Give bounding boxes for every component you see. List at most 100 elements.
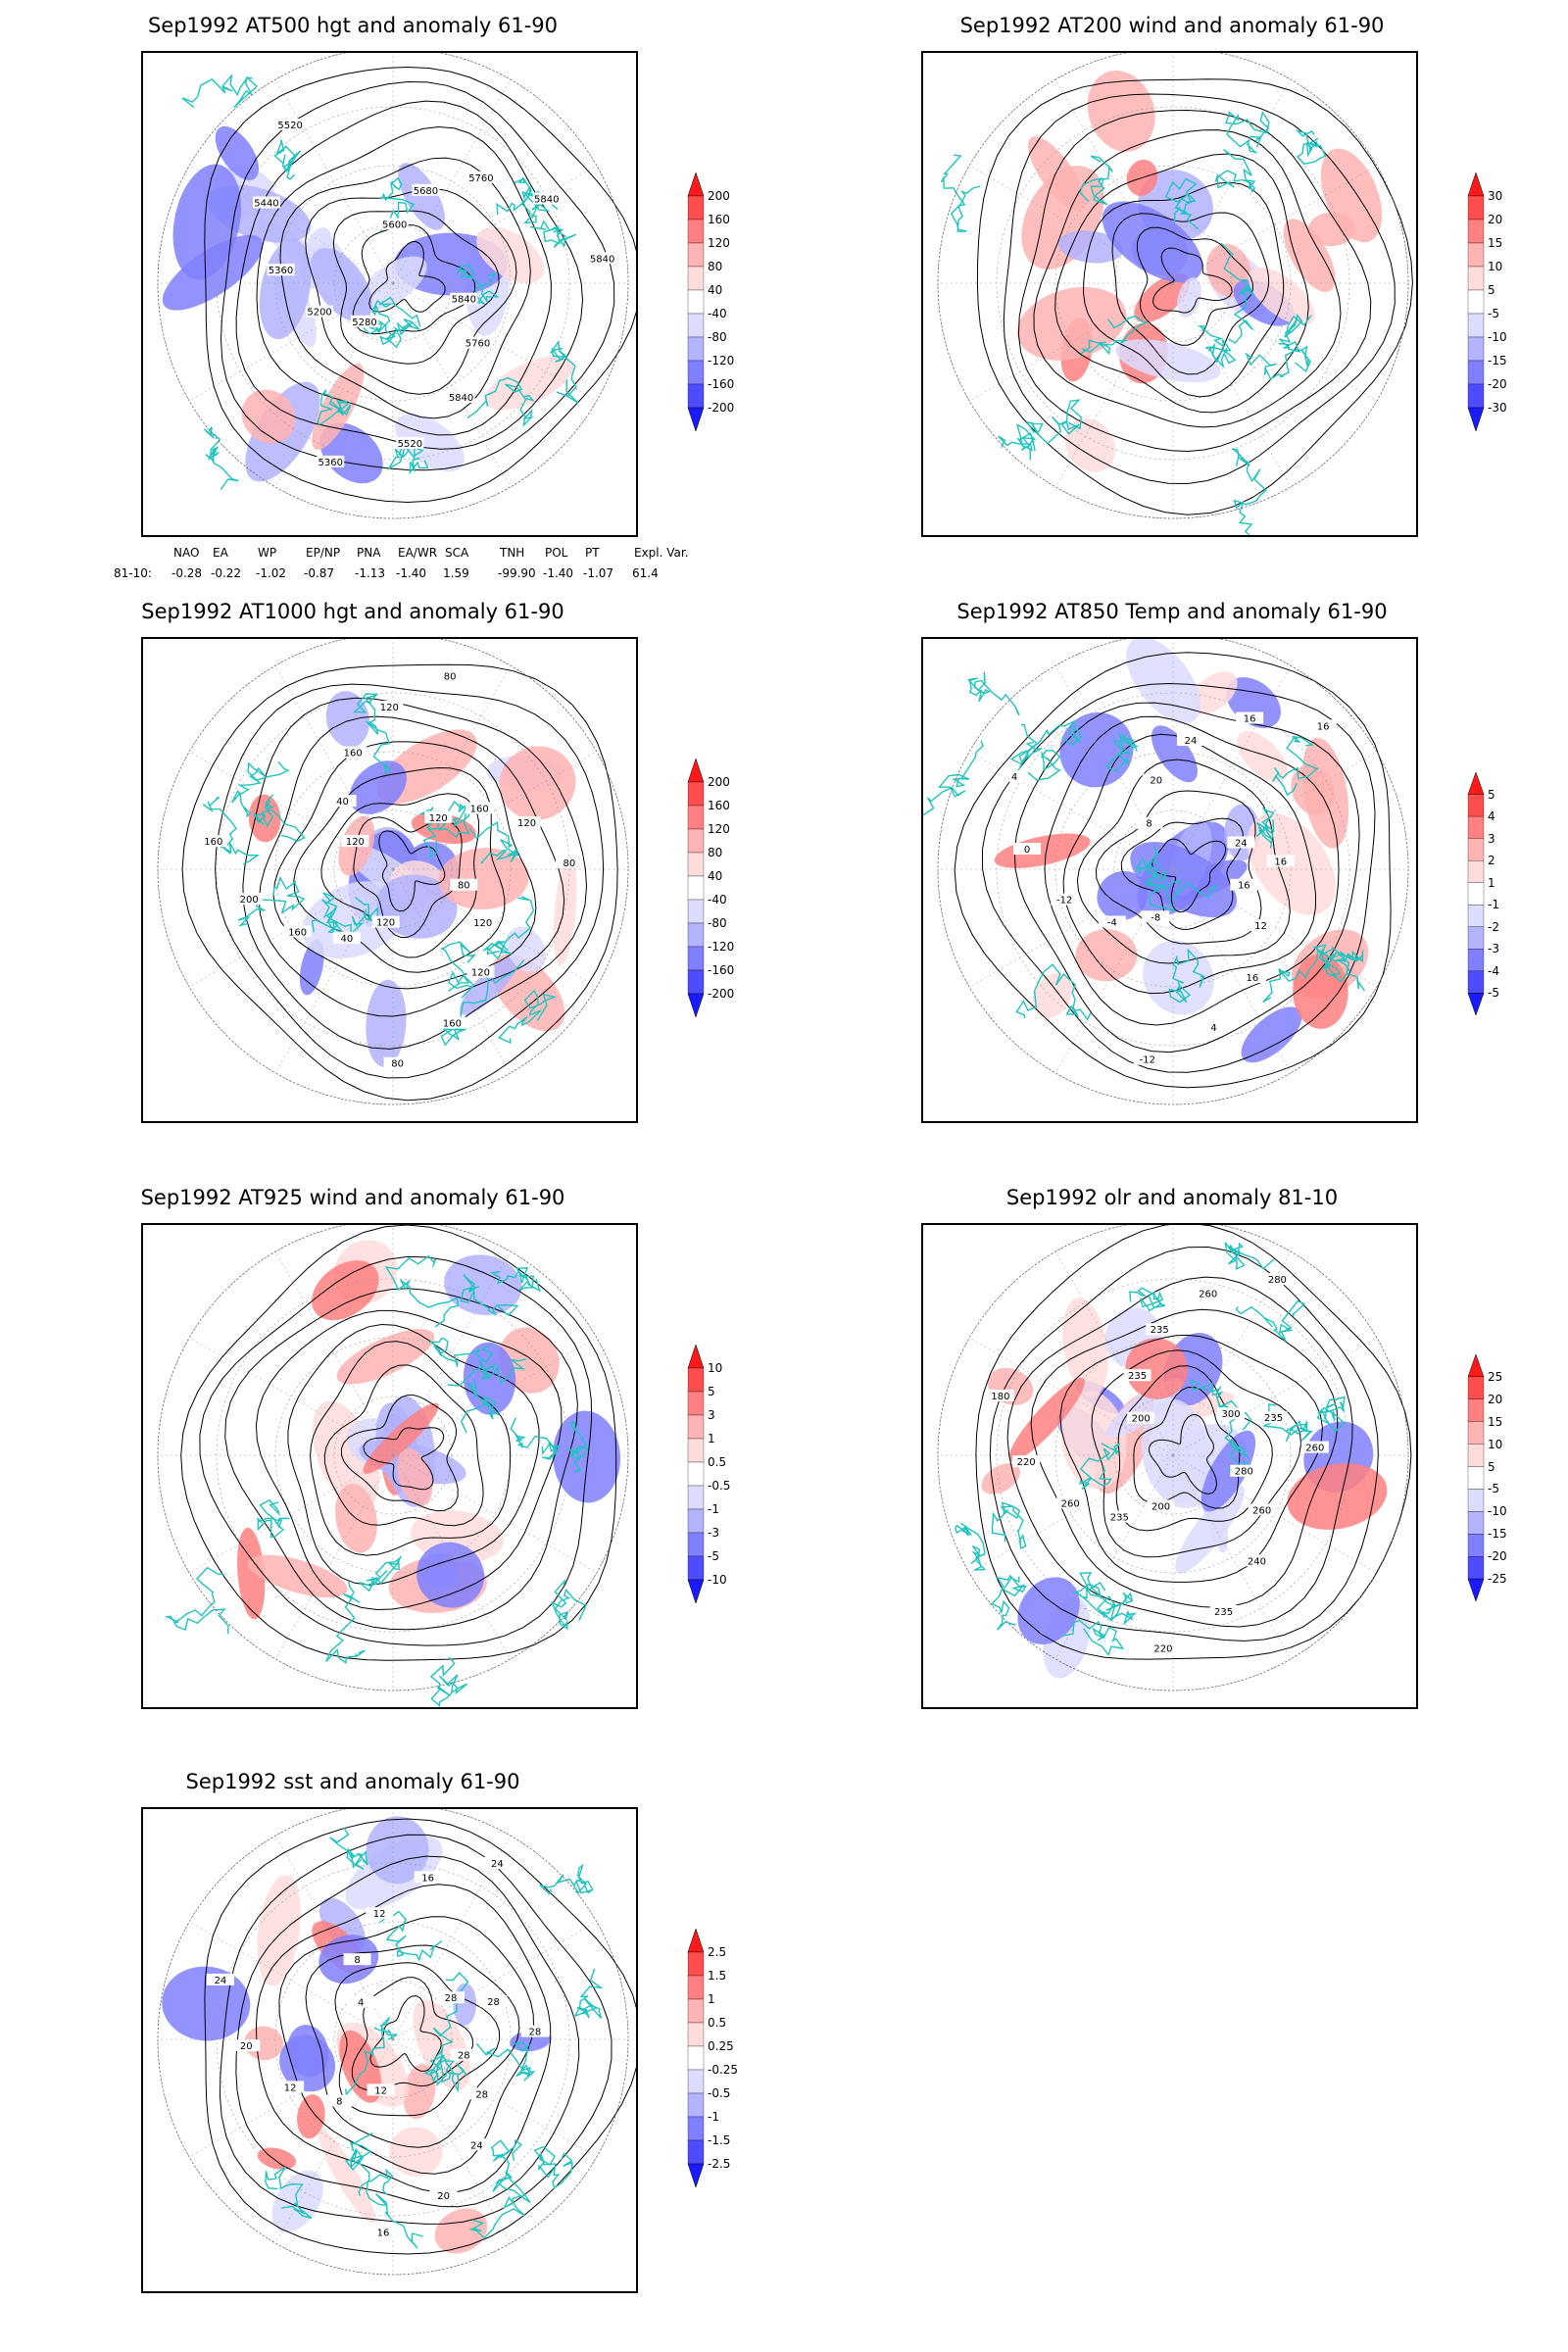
colorbar-swatch: [687, 805, 705, 830]
colorbar: 5 4 3 2 1 -1 -2 -3 -4 -5: [1466, 772, 1501, 1016]
anomaly-shading: [215, 125, 260, 180]
contour-label: 16: [1274, 857, 1287, 867]
contour-label: 28: [445, 1993, 458, 2004]
contour-label: 160: [204, 837, 222, 848]
colorbar-swatch: [687, 1555, 705, 1581]
contour-label: 120: [471, 968, 490, 979]
contour-label: 5200: [307, 308, 331, 318]
colorbar-label: 0.5: [708, 2016, 727, 2030]
contour-label-bg: [467, 2087, 496, 2100]
coastline: [1025, 399, 1082, 445]
coastline: [353, 692, 391, 775]
colorbar-swatch: [1467, 289, 1485, 315]
contour-line: [278, 1916, 535, 2175]
coastline: [573, 1968, 604, 2019]
coastline: [344, 2132, 373, 2196]
contour-label-bg: [1105, 1510, 1134, 1523]
colorbar-label: 10: [708, 1361, 723, 1375]
contour-label-bg: [450, 292, 478, 305]
anomaly-shading: [237, 1527, 266, 1620]
colorbar-swatch: [1467, 1556, 1485, 1580]
contour-label-bg: [1123, 1369, 1152, 1382]
contour-label-bg: [1230, 1464, 1258, 1477]
tele-value: -0.22: [211, 566, 242, 580]
contour-label: 24: [1235, 838, 1248, 849]
colorbar-cap-bottom: [687, 407, 705, 432]
tele-header: SCA: [445, 546, 469, 560]
colorbar-swatch: [1467, 336, 1485, 362]
colorbar-label: -5: [1488, 986, 1499, 1001]
contour-line: [215, 683, 605, 1079]
contour-label: -8: [1151, 912, 1160, 923]
anomaly-shading: [1241, 1006, 1302, 1063]
hemisphere-outline: [937, 53, 1409, 519]
colorbar-swatch: [687, 195, 705, 220]
contour-label-bg: [479, 1995, 508, 2008]
colorbar-swatch: [687, 289, 705, 315]
anomaly-shading: [1115, 339, 1221, 383]
contour-label-bg: [1243, 1554, 1271, 1567]
contour-label: 120: [473, 918, 492, 929]
anomaly-shading: [1320, 148, 1383, 243]
colorbar-swatch: [687, 360, 705, 385]
colorbar-swatch: [1467, 266, 1485, 291]
coastline: [496, 192, 559, 224]
colorbar-label: 2: [1488, 854, 1495, 868]
colorbar-swatch: [1467, 1511, 1485, 1535]
map-svg: 28 28 24 20 16 12 8 12 20 24 4 8 12 16 24 28 28 28: [157, 1809, 636, 2276]
coastline: [202, 796, 260, 865]
anomaly-shading: [1008, 1377, 1085, 1462]
contour-line: [320, 793, 480, 958]
contour-label: 24: [491, 1859, 504, 1870]
coastline: [273, 139, 302, 180]
contour-label-bg: [232, 2039, 261, 2052]
contour-label-bg: [276, 2081, 305, 2093]
contour-label-bg: [235, 893, 264, 906]
colorbar-label: -10: [1488, 1504, 1507, 1519]
colorbar-swatch: [1467, 242, 1485, 268]
anomaly-shading: [241, 389, 296, 444]
anomaly-shading: [459, 956, 519, 1015]
contour-label-bg: [555, 856, 583, 868]
hemisphere-outline: [157, 639, 629, 1105]
colorbar-label: -2: [1488, 919, 1499, 934]
contour-line: [255, 1309, 563, 1611]
colorbar-cap-bottom: [1467, 1578, 1485, 1602]
contour-line: [1030, 1308, 1339, 1608]
colorbar-label: 30: [1488, 189, 1503, 203]
colorbar-swatch: [687, 266, 705, 291]
colorbar-svg: [687, 759, 705, 1018]
colorbar-swatch: [687, 2069, 705, 2094]
coastline: [429, 1656, 468, 1707]
colorbar-swatch: [1467, 1444, 1485, 1467]
contour-label: 260: [1199, 1289, 1217, 1299]
contour-line: [1148, 1413, 1218, 1495]
contour-label-bg: [199, 835, 227, 848]
contour-label: 260: [1252, 1505, 1271, 1516]
colorbar-label: -30: [1488, 401, 1507, 415]
map-panel-z500: 5840 5760 5840 5520 5360 5280 5200 5360 5440 5520…: [141, 51, 638, 537]
map-panel-olr: 280 260 240 235 220 200 235 260 220 180 200 235 235 2…: [921, 1223, 1418, 1709]
contour-label: 4: [1011, 772, 1017, 783]
meridian-line: [1172, 282, 1292, 487]
contour-label-bg: [1309, 719, 1338, 732]
contour-line: [1054, 153, 1309, 414]
tele-header: Expl. Var.: [634, 546, 689, 560]
contour-label-bg: [343, 1953, 371, 1966]
contour-label-bg: [466, 802, 494, 814]
anomaly-shading: [1237, 731, 1288, 783]
colorbar-svg: [1467, 172, 1485, 432]
contour-label-bg: [367, 2083, 395, 2096]
coastline: [384, 1254, 460, 1328]
map-panel-u925: [141, 1223, 638, 1709]
colorbar: 30 20 15 10 5 -5 -10 -15 -20 -30: [1466, 172, 1507, 432]
anomaly-shading: [484, 356, 574, 411]
meridian-line: [1172, 79, 1292, 284]
contour-label: 5520: [277, 121, 302, 131]
anomaly-shading: [287, 2025, 329, 2078]
anomaly-shading: [1027, 136, 1086, 212]
contour-label-bg: [520, 2025, 549, 2037]
contour-label-bg: [450, 2048, 478, 2061]
colorbar-label: -0.25: [708, 2063, 739, 2077]
contour-line: [1083, 181, 1285, 398]
